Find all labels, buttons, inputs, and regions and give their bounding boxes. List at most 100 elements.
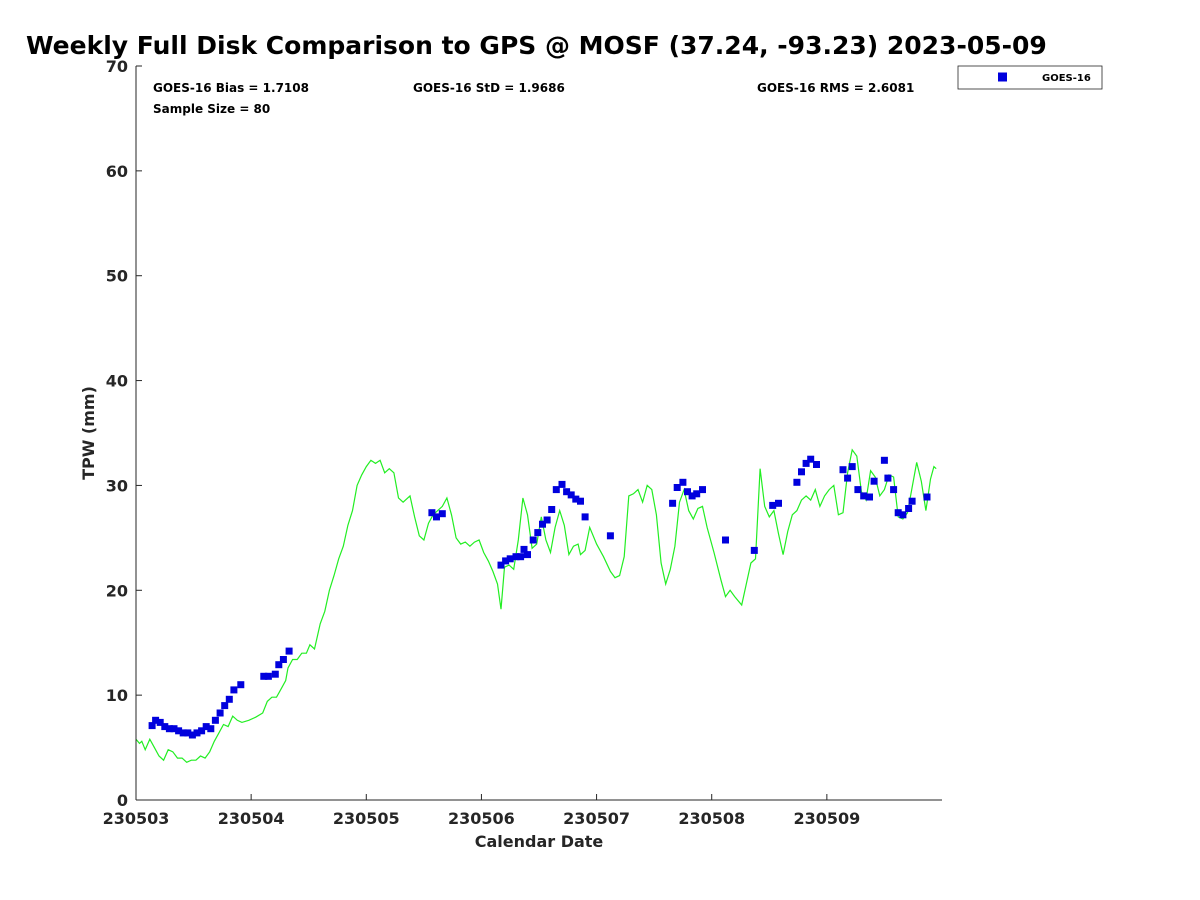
goes-16-point-33 <box>517 553 525 561</box>
goes-16-point-38 <box>539 520 546 528</box>
goes-16-point-6 <box>175 727 183 735</box>
goes-16-point-25 <box>285 647 293 655</box>
goes-16-point-8 <box>184 729 192 737</box>
legend: GOES-16 <box>957 65 1103 90</box>
goes-16-point-75 <box>894 509 902 517</box>
goes-16-point-57 <box>750 546 758 554</box>
goes-16-point-55 <box>699 486 706 494</box>
goes-16-point-77 <box>905 505 913 512</box>
gps-series-line <box>135 448 937 764</box>
goes-16-point-79 <box>923 493 931 501</box>
std-stat: GOES-16 StD = 1.9686 <box>413 81 565 95</box>
goes-16-point-14 <box>211 716 219 724</box>
x-tick-label-230506: 230506 <box>448 809 515 828</box>
y-tick-label-60: 60 <box>106 162 128 181</box>
goes-16-point-5 <box>170 725 178 733</box>
x-axis-ticks: 230503 230504 230505 230506 230507 230508 2305… <box>103 794 860 828</box>
y-tick-label-40: 40 <box>106 372 128 391</box>
goes-16-point-67 <box>848 463 856 471</box>
goes-16-point-40 <box>548 506 556 513</box>
goes-16-point-61 <box>798 468 805 476</box>
goes-16-point-52 <box>684 488 691 496</box>
goes-16-point-28 <box>438 510 446 518</box>
goes-16-point-60 <box>793 478 801 486</box>
y-tick-label-0: 0 <box>117 791 128 810</box>
goes-16-point-31 <box>506 555 514 563</box>
goes-16-point-41 <box>552 486 560 494</box>
y-tick-label-20: 20 <box>106 581 128 600</box>
goes-16-point-59 <box>775 499 782 507</box>
goes-16-point-45 <box>572 495 580 503</box>
goes-16-point-9 <box>188 731 196 739</box>
goes-16-point-56 <box>722 536 729 544</box>
legend-box <box>957 65 1103 90</box>
x-tick-label-230508: 230508 <box>678 809 745 828</box>
goes-16-point-11 <box>198 727 206 735</box>
goes-16-point-32 <box>512 553 520 561</box>
goes-16-point-72 <box>880 456 888 464</box>
goes-16-point-3 <box>161 723 169 731</box>
x-tick-label-230504: 230504 <box>218 809 285 828</box>
goes-16-point-26 <box>428 509 436 517</box>
goes-16-point-74 <box>890 486 898 494</box>
goes-16-point-29 <box>497 561 505 569</box>
goes-16-point-21 <box>264 672 272 680</box>
goes-16-point-66 <box>844 474 852 482</box>
goes-16-point-37 <box>534 529 542 537</box>
goes-16-point-0 <box>148 722 156 730</box>
goes-16-point-4 <box>165 725 173 733</box>
x-tick-label-230505: 230505 <box>333 809 400 828</box>
legend-label-goes-16: GOES-16 <box>1042 73 1091 84</box>
goes-16-point-70 <box>866 493 873 501</box>
goes-16-point-39 <box>543 516 551 524</box>
goes-16-point-7 <box>179 729 187 737</box>
goes-16-point-42 <box>558 480 566 488</box>
goes-16-point-46 <box>577 497 584 505</box>
goes-16-point-24 <box>279 656 287 663</box>
goes-16-point-48 <box>606 532 614 540</box>
goes-16-points <box>148 455 931 739</box>
goes-16-point-76 <box>899 511 907 519</box>
goes-16-point-64 <box>813 461 820 468</box>
goes-16-point-1 <box>152 716 160 724</box>
goes-16-point-15 <box>216 709 224 717</box>
goes-16-point-23 <box>275 661 283 669</box>
goes-16-point-50 <box>673 484 681 491</box>
y-tick-label-70: 70 <box>106 57 128 76</box>
goes-16-point-65 <box>839 466 847 474</box>
goes-16-point-68 <box>854 486 862 494</box>
y-axis-ticks: 0 10 20 30 40 50 60 70 <box>106 57 142 810</box>
goes-16-point-17 <box>225 695 233 703</box>
goes-16-point-71 <box>870 477 878 485</box>
rms-stat: GOES-16 RMS = 2.6081 <box>757 81 914 95</box>
goes-16-point-20 <box>260 672 268 680</box>
goes-16-point-63 <box>807 455 815 463</box>
goes-16-point-35 <box>524 551 531 559</box>
goes-16-point-30 <box>502 557 510 565</box>
y-tick-label-10: 10 <box>106 686 128 705</box>
y-axis-label: TPW (mm) <box>79 386 98 480</box>
goes-16-point-12 <box>202 723 210 731</box>
sample-size-stat: Sample Size = 80 <box>153 102 270 116</box>
goes-16-point-54 <box>693 490 701 498</box>
goes-16-point-13 <box>207 725 215 733</box>
goes-16-point-53 <box>688 492 696 500</box>
goes-16-point-18 <box>230 686 238 694</box>
goes-16-point-16 <box>221 702 229 710</box>
y-tick-label-30: 30 <box>106 476 128 495</box>
goes-16-point-62 <box>802 459 810 467</box>
axes <box>135 66 942 801</box>
goes-16-point-2 <box>156 718 164 726</box>
goes-16-point-27 <box>433 513 440 521</box>
goes-16-point-44 <box>567 491 575 499</box>
x-tick-label-230503: 230503 <box>103 809 170 828</box>
goes-16-point-22 <box>271 670 279 678</box>
goes-16-point-10 <box>193 729 201 737</box>
goes-16-point-69 <box>860 492 868 500</box>
chart-title: Weekly Full Disk Comparison to GPS @ MOS… <box>26 31 1047 60</box>
goes-16-point-58 <box>769 501 777 509</box>
goes-16-point-51 <box>679 478 687 486</box>
x-axis-label: Calendar Date <box>475 832 604 851</box>
goes-16-point-36 <box>529 536 537 544</box>
goes-16-point-47 <box>581 513 589 521</box>
